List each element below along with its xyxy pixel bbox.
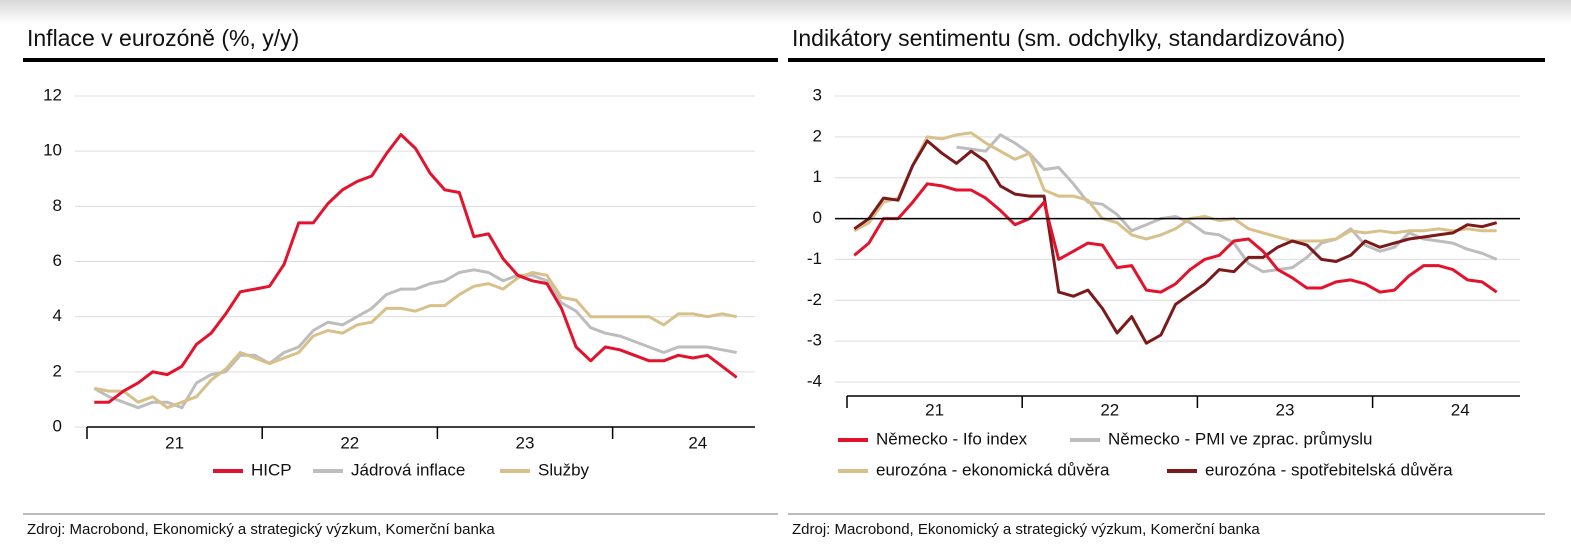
y-tick-label: 2: [813, 126, 822, 145]
legend-label: HICP: [251, 460, 292, 479]
x-tick-label: 24: [1451, 400, 1470, 419]
x-tick-label: 21: [925, 400, 944, 419]
y-tick-label: 10: [43, 141, 62, 160]
y-tick-label: 4: [53, 306, 62, 325]
series-line: [853, 139, 1498, 345]
title-rule: [23, 58, 778, 62]
x-tick-label: 23: [516, 433, 535, 452]
y-tick-label: 8: [53, 196, 62, 215]
series-line: [956, 133, 1498, 274]
chart-title: Inflace v eurozóně (%, y/y): [27, 25, 299, 51]
series-line: [853, 131, 1497, 243]
series-line: [94, 271, 737, 410]
y-tick-label: 1: [813, 167, 822, 186]
x-tick-label: 23: [1276, 400, 1295, 419]
legend-label: Jádrová inflace: [351, 460, 465, 479]
x-tick-label: 24: [688, 433, 707, 452]
y-tick-label: 0: [53, 416, 62, 435]
series-line: [853, 182, 1498, 294]
x-tick-label: 22: [1100, 400, 1119, 419]
y-tick-label: -2: [807, 290, 822, 309]
y-tick-label: 3: [813, 85, 822, 104]
source-note: Zdroj: Macrobond, Ekonomický a strategic…: [27, 521, 495, 538]
title-rule: [788, 58, 1545, 62]
y-tick-label: 6: [53, 251, 62, 270]
x-tick-label: 22: [340, 433, 359, 452]
chart-title: Indikátory sentimentu (sm. odchylky, sta…: [792, 25, 1345, 51]
y-tick-label: -1: [807, 249, 822, 268]
y-tick-label: 0: [813, 208, 822, 227]
y-tick-label: 2: [53, 361, 62, 380]
legend-label: Služby: [538, 460, 590, 479]
legend-label: eurozóna - spotřebitelská důvěra: [1205, 460, 1453, 479]
legend-label: Německo - PMI ve zprac. průmyslu: [1108, 429, 1373, 448]
top-shade: [0, 0, 1571, 24]
series-line: [93, 268, 737, 410]
x-tick-label: 21: [165, 433, 184, 452]
y-tick-label: 12: [43, 85, 62, 104]
source-note: Zdroj: Macrobond, Ekonomický a strategic…: [792, 521, 1260, 538]
legend-label: Německo - Ifo index: [876, 429, 1028, 448]
y-tick-label: -4: [807, 371, 822, 390]
legend-label: eurozóna - ekonomická důvěra: [876, 460, 1110, 479]
series-line: [94, 133, 738, 404]
y-tick-label: -3: [807, 331, 822, 350]
